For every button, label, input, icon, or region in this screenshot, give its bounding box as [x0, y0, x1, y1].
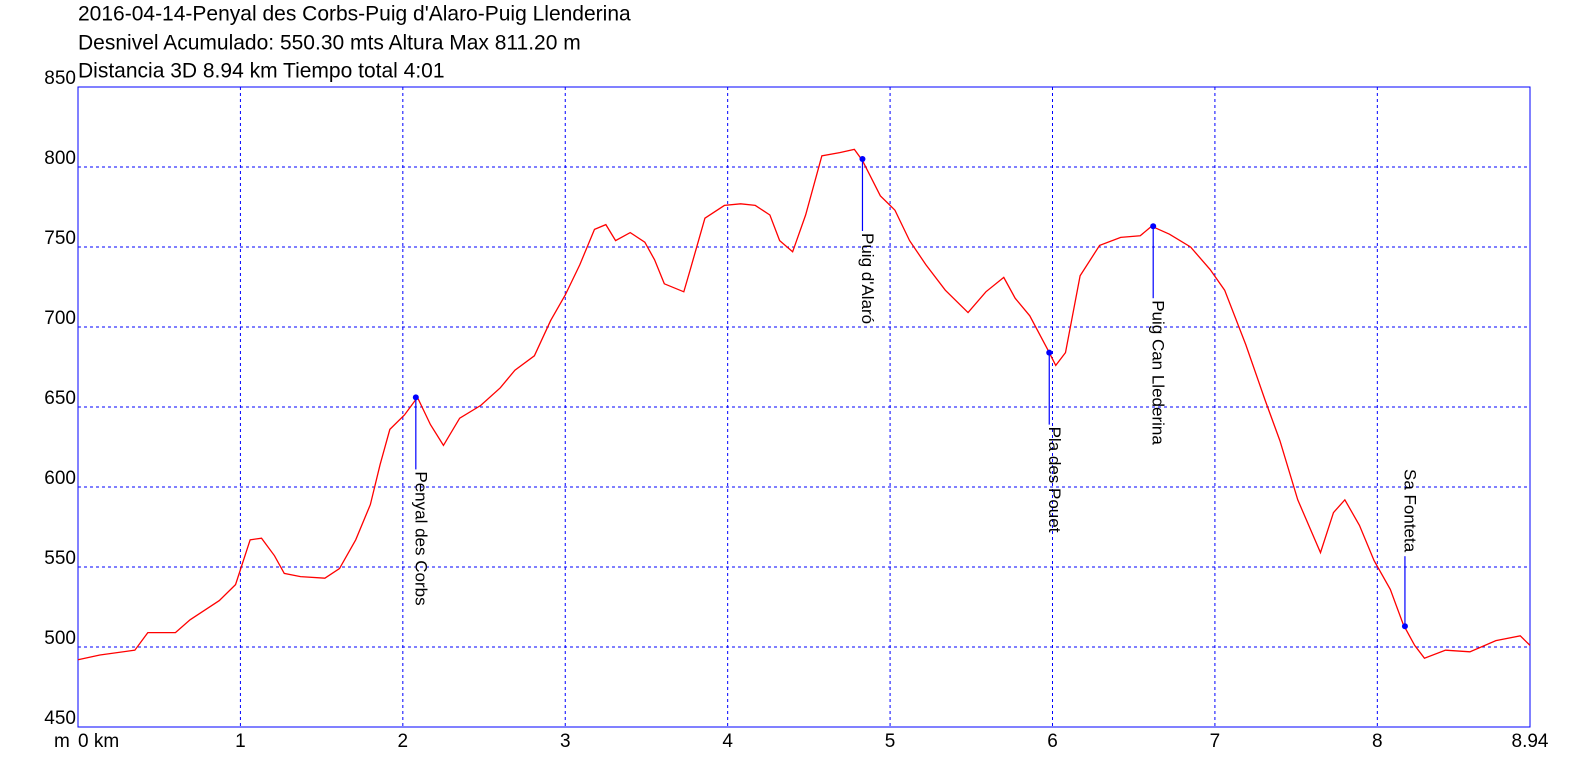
y-axis-label: m — [54, 731, 70, 752]
waypoint-label: Sa Fonteta — [1400, 469, 1419, 553]
x-tick-label: 7 — [1210, 731, 1221, 752]
plot-frame — [77, 86, 1531, 728]
waypoint-marker — [1150, 223, 1157, 230]
y-tick-label: 800 — [44, 148, 76, 169]
x-tick-label: 6 — [1047, 731, 1058, 752]
waypoint-label: Penyal des Corbs — [411, 471, 430, 605]
waypoint-marker — [1046, 349, 1053, 356]
chart-subtitle: Desnivel Acumulado: 550.30 mts Altura Ma… — [78, 32, 581, 55]
x-tick-label: 2 — [398, 731, 409, 752]
elevation-line — [77, 148, 1531, 661]
x-tick-label: 0 km — [78, 731, 119, 752]
waypoint-label: Puig d'Alaró — [858, 233, 877, 324]
waypoint-label: Pla des Pouet — [1045, 427, 1064, 533]
x-tick-label: 8.94 — [1512, 731, 1549, 752]
y-tick-label: 650 — [44, 388, 76, 409]
y-tick-label: 500 — [44, 628, 76, 649]
waypoint-marker — [859, 156, 866, 162]
x-tick-label: 4 — [722, 731, 733, 752]
x-tick-label: 3 — [560, 731, 571, 752]
waypoint-label: Puig Can Llederina — [1149, 300, 1168, 445]
chart-title: 2016-04-14-Penyal des Corbs-Puig d'Alaro… — [78, 3, 631, 26]
chart-subtitle: Distancia 3D 8.94 km Tiempo total 4:01 — [78, 60, 445, 83]
y-tick-label: 700 — [44, 308, 76, 329]
x-tick-label: 1 — [235, 731, 246, 752]
y-tick-label: 600 — [44, 468, 76, 489]
x-tick-label: 8 — [1372, 731, 1383, 752]
waypoint-marker — [1401, 623, 1408, 630]
y-tick-label: 750 — [44, 228, 76, 249]
y-tick-label: 450 — [44, 708, 76, 729]
waypoint-marker — [412, 394, 419, 401]
y-tick-label: 850 — [44, 68, 76, 89]
y-tick-label: 550 — [44, 548, 76, 569]
x-tick-label: 5 — [885, 731, 896, 752]
